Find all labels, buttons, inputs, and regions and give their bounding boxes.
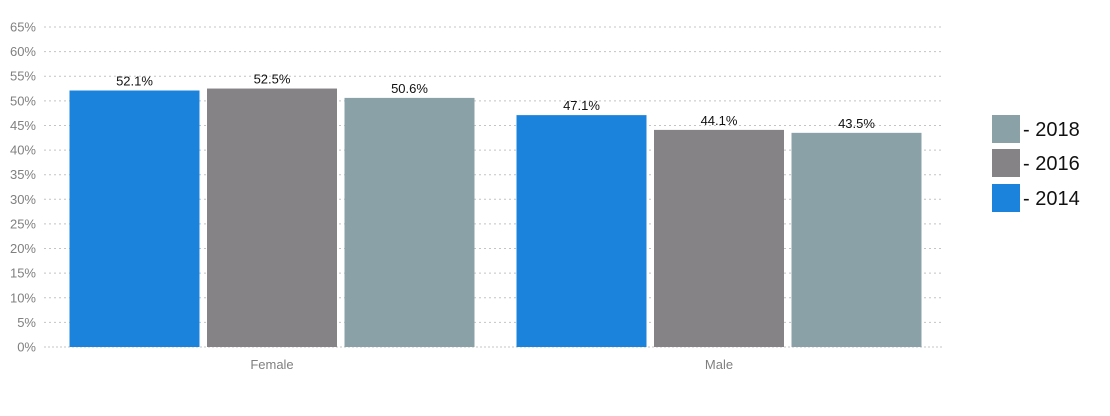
y-tick-label: 10% — [10, 290, 36, 305]
legend: - 2018 - 2016 - 2014 — [992, 115, 1080, 212]
y-tick-label: 35% — [10, 167, 36, 182]
legend-swatch — [992, 149, 1020, 177]
bar-male-2016 — [654, 129, 784, 347]
data-label: 47.1% — [563, 98, 600, 113]
y-tick-label: 5% — [17, 315, 36, 330]
y-tick-label: 45% — [10, 118, 36, 133]
bar-male-2014 — [516, 115, 647, 347]
legend-label: - 2018 — [1023, 119, 1080, 141]
bar-female-2014 — [69, 90, 200, 347]
y-tick-label: 20% — [10, 241, 36, 256]
bar-female-2018 — [344, 97, 475, 348]
legend-swatch — [992, 184, 1020, 212]
y-tick-label: 50% — [10, 93, 36, 108]
bar-male-2018 — [791, 132, 922, 347]
data-label: 50.6% — [391, 81, 428, 96]
bar-female-2016 — [207, 88, 337, 348]
legend-label: - 2016 — [1023, 153, 1080, 175]
y-tick-label: 65% — [10, 20, 36, 35]
y-tick-label: 60% — [10, 44, 36, 59]
data-label: 52.5% — [254, 72, 291, 87]
y-tick-label: 25% — [10, 216, 36, 231]
legend-label: - 2014 — [1023, 188, 1080, 210]
y-tick-label: 30% — [10, 192, 36, 207]
y-axis-ticks: 0% 5% 10% 15% 20% 25% 30% 35% 40% 45% 50% 55% 60% 65% — [10, 20, 36, 355]
y-tick-label: 40% — [10, 143, 36, 158]
x-category-label: Male — [705, 357, 733, 372]
y-tick-label: 55% — [10, 69, 36, 84]
data-label: 44.1% — [701, 113, 738, 128]
bars — [69, 88, 922, 348]
y-tick-label: 15% — [10, 266, 36, 281]
x-category-label: Female — [250, 357, 293, 372]
data-labels: 52.1% 52.5% 50.6% 47.1% 44.1% 43.5% — [116, 72, 875, 131]
legend-swatch — [992, 115, 1020, 143]
y-tick-label: 0% — [17, 340, 36, 355]
data-label: 52.1% — [116, 74, 153, 89]
data-label: 43.5% — [838, 116, 875, 131]
x-axis-categories: Female Male — [250, 357, 733, 372]
